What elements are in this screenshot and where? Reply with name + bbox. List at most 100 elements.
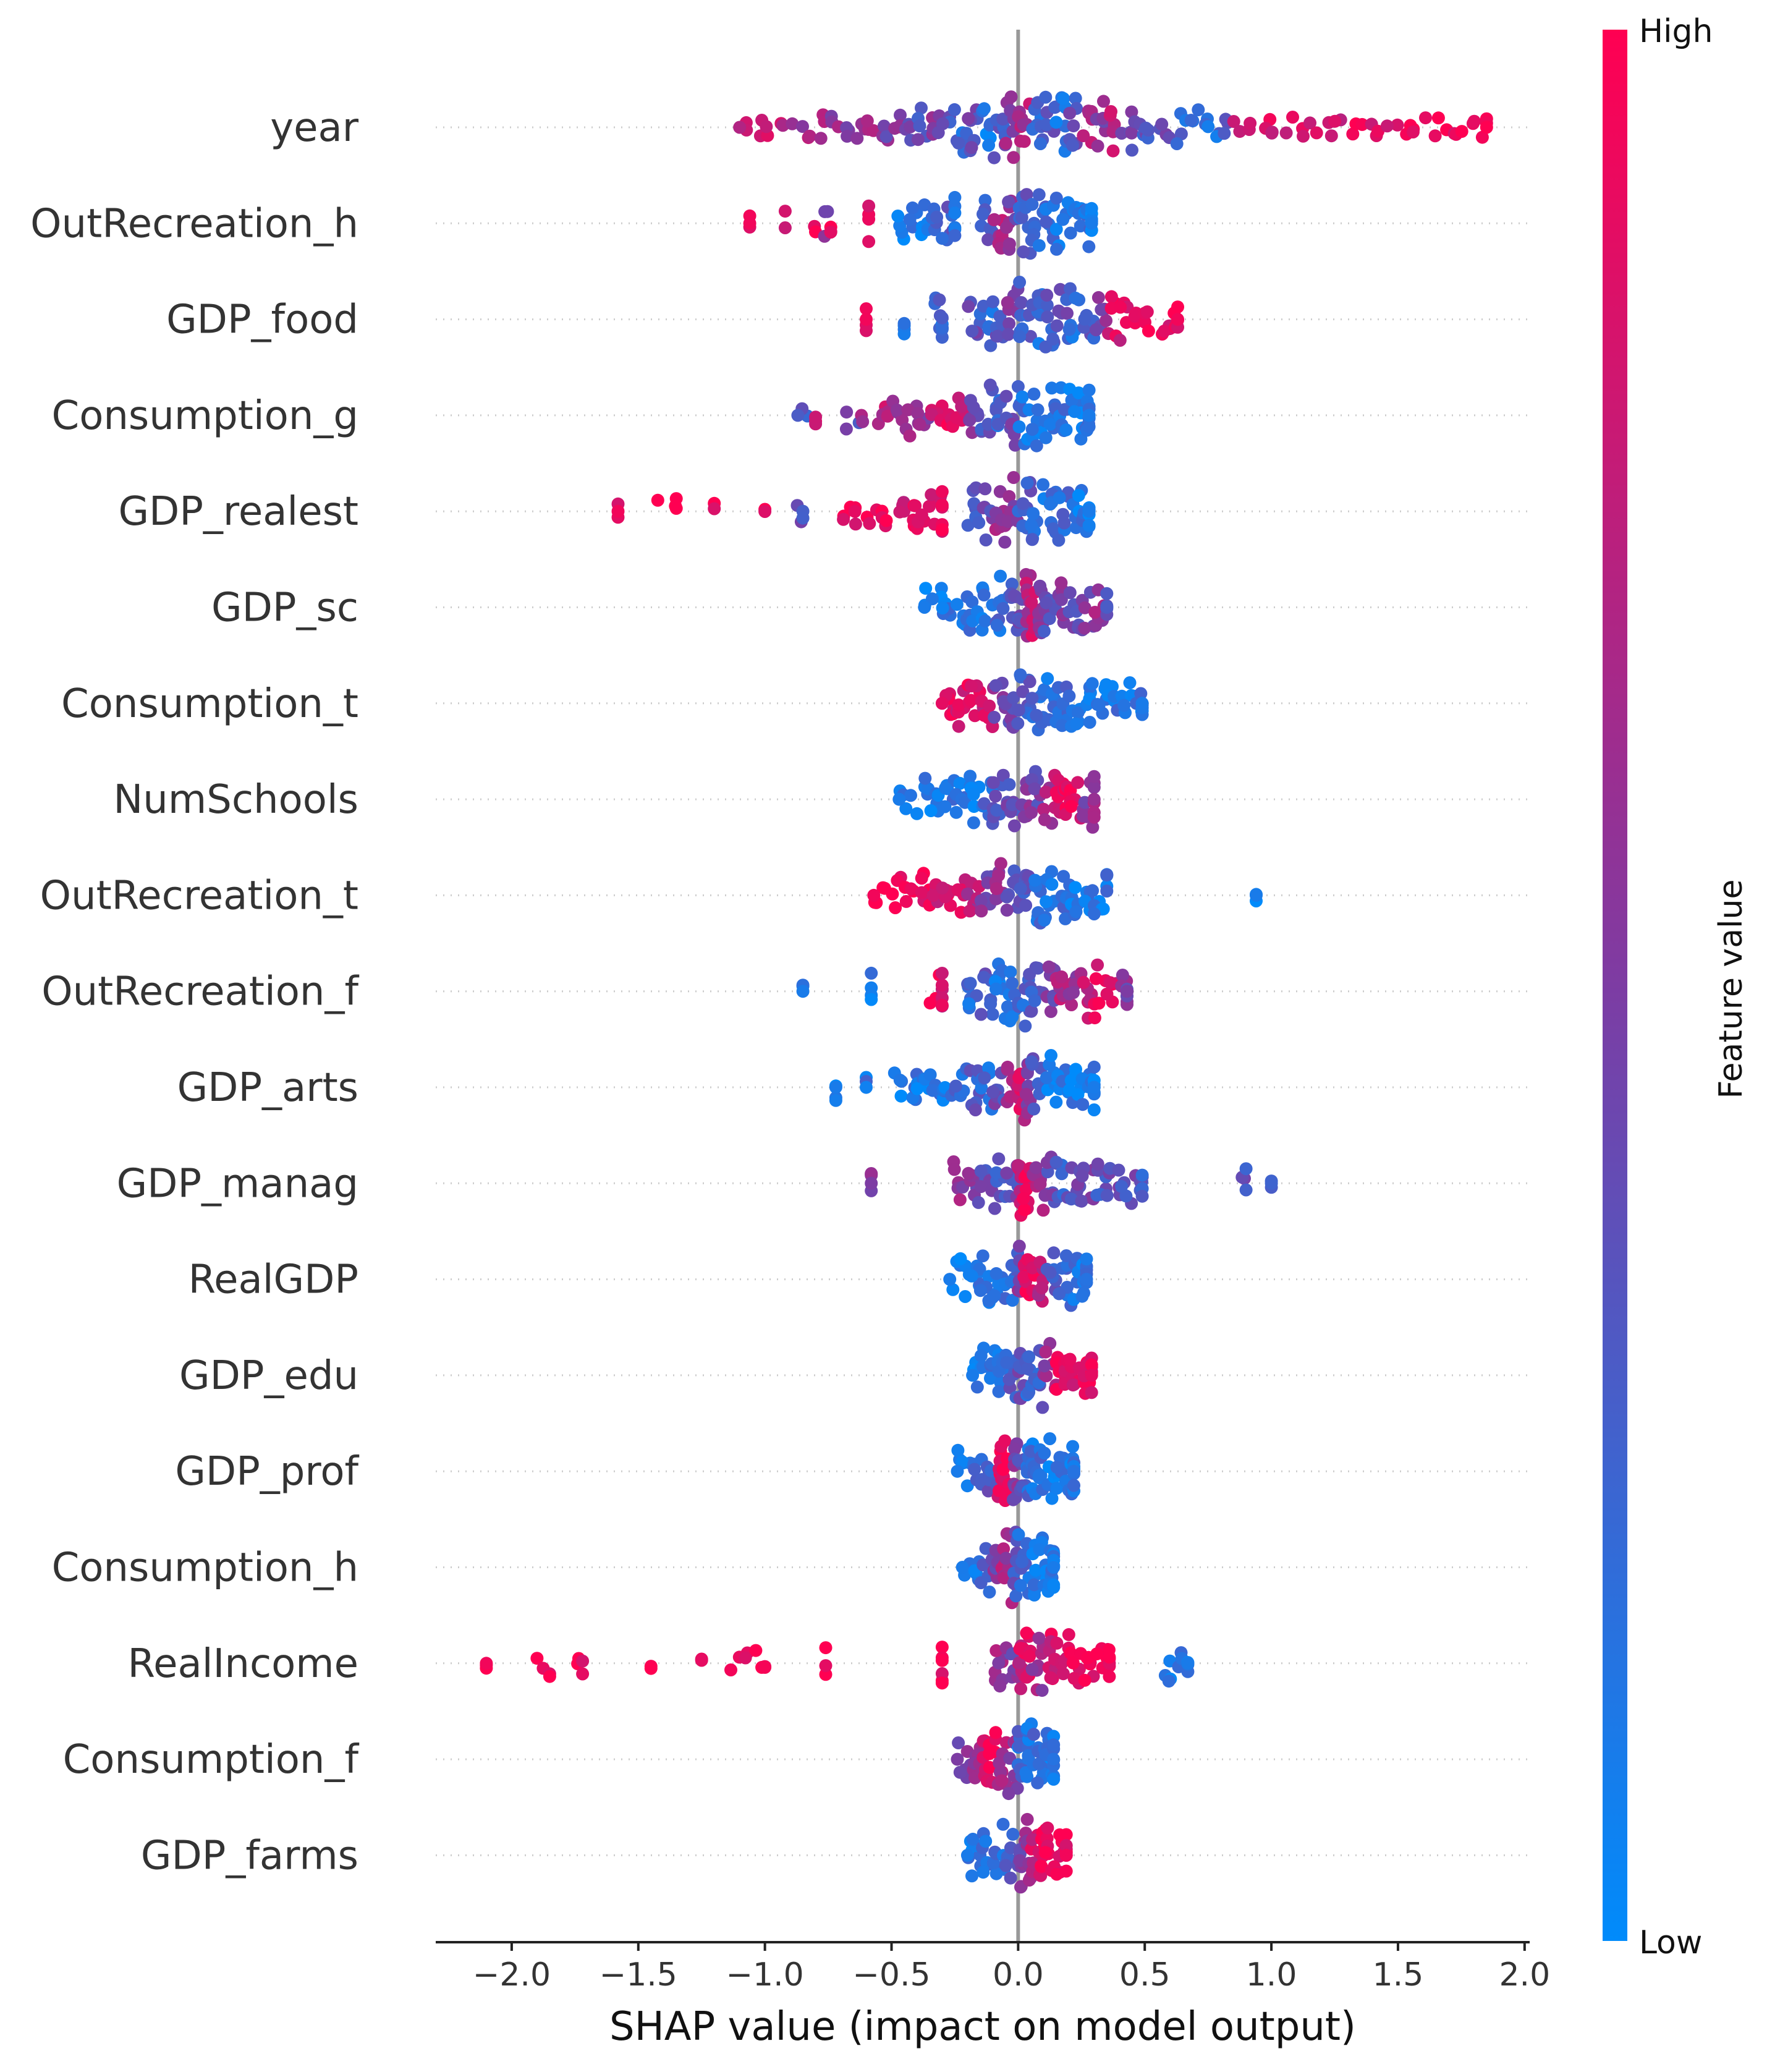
shap-point: [935, 1654, 949, 1667]
shap-point: [960, 1479, 974, 1493]
shap-point: [1244, 116, 1257, 130]
shap-point: [1038, 1846, 1052, 1859]
shap-point: [1054, 282, 1067, 296]
shap-point: [899, 894, 913, 908]
shap-point: [1100, 885, 1114, 898]
shap-point: [1078, 312, 1091, 326]
shap-point: [1086, 820, 1100, 834]
shap-point: [1068, 405, 1081, 418]
shap-point: [1001, 1060, 1014, 1074]
shap-point: [1031, 403, 1045, 417]
colorbar-low-label: Low: [1639, 1924, 1702, 1961]
shap-point: [989, 892, 1002, 906]
shap-point: [1019, 1087, 1033, 1101]
shap-point: [865, 993, 878, 1006]
shap-point: [977, 588, 991, 601]
shap-point: [1053, 1287, 1066, 1301]
shap-point: [1000, 1166, 1014, 1180]
colorbar-high-label: High: [1639, 13, 1713, 50]
shap-point: [1048, 101, 1062, 114]
shap-point: [1050, 319, 1064, 333]
shap-point: [1059, 1839, 1073, 1853]
shap-point: [961, 887, 974, 901]
shap-point: [901, 403, 915, 417]
shap-point: [1044, 1004, 1057, 1018]
shap-point: [992, 1656, 1006, 1670]
shap-point-extreme: [743, 216, 756, 230]
shap-point: [964, 977, 977, 990]
shap-point: [935, 1676, 949, 1690]
shap-point: [1063, 1352, 1077, 1366]
shap-point-extreme: [1480, 121, 1493, 134]
shap-point: [1035, 1684, 1049, 1697]
shap-point: [974, 1008, 988, 1021]
shap-point: [915, 101, 928, 115]
shap-point: [1087, 1060, 1101, 1074]
shap-point: [1025, 1663, 1039, 1676]
shap-point: [708, 502, 721, 516]
shap-point: [947, 1163, 961, 1176]
x-tick-label: 1.5: [1373, 1956, 1424, 1993]
shap-point: [1025, 198, 1039, 211]
feature-label: GDP_edu: [179, 1353, 358, 1399]
shap-point: [1064, 800, 1078, 813]
shap-point: [1174, 127, 1188, 141]
shap-point: [1155, 117, 1169, 131]
shap-point: [964, 694, 978, 707]
shap-point: [935, 321, 949, 334]
shap-point: [910, 807, 923, 820]
shap-point: [999, 1859, 1012, 1872]
shap-point: [1029, 1161, 1043, 1174]
feature-points-group: [480, 1626, 1195, 1697]
shap-point: [1100, 314, 1112, 328]
shap-point: [724, 1663, 737, 1676]
shap-point: [1419, 111, 1432, 125]
shap-point: [1050, 242, 1063, 256]
shap-point: [1050, 1461, 1064, 1474]
shap-point: [1045, 1492, 1059, 1505]
shap-point: [910, 1082, 924, 1095]
shap-point: [1087, 1103, 1101, 1116]
shap-point: [926, 889, 940, 902]
shap-point: [669, 501, 683, 515]
shap-point: [1041, 310, 1054, 324]
shap-point: [1475, 130, 1489, 144]
shap-point: [1027, 1728, 1040, 1741]
feature-label: Consumption_t: [61, 681, 358, 727]
shap-point: [1072, 386, 1085, 400]
shap-point: [967, 401, 980, 414]
shap-point: [1025, 519, 1038, 532]
feature-labels: year OutRecreation_h GDP_food Consumption_g…: [30, 105, 359, 1879]
shap-point: [1014, 134, 1027, 148]
shap-point: [935, 523, 949, 537]
shap-point: [1303, 116, 1316, 130]
shap-point: [862, 235, 876, 248]
shap-point: [893, 219, 907, 232]
shap-point: [992, 1385, 1006, 1398]
shap-point: [947, 103, 961, 116]
shap-point: [1100, 987, 1114, 1001]
shap-point: [1134, 687, 1148, 700]
shap-point-extreme: [918, 601, 931, 614]
shap-point: [1042, 960, 1056, 974]
shap-point: [999, 1552, 1013, 1565]
shap-point: [1054, 576, 1068, 590]
feature-label: Consumption_g: [52, 393, 359, 439]
shap-point: [530, 1652, 544, 1665]
shap-point: [999, 389, 1013, 403]
shap-point: [1082, 383, 1096, 397]
shap-point: [935, 498, 949, 512]
shap-point: [1066, 1440, 1080, 1453]
shap-point: [1002, 778, 1016, 791]
shap-point: [1027, 507, 1040, 520]
shap-point: [1012, 420, 1026, 434]
shap-point: [911, 407, 925, 420]
shap-point: [936, 117, 949, 130]
shap-point: [965, 595, 979, 609]
shap-point: [1049, 116, 1063, 129]
shap-point: [948, 229, 962, 242]
shap-point: [1087, 781, 1101, 794]
shap-point: [1171, 300, 1184, 314]
shap-point: [930, 210, 944, 224]
shap-point: [909, 499, 922, 512]
